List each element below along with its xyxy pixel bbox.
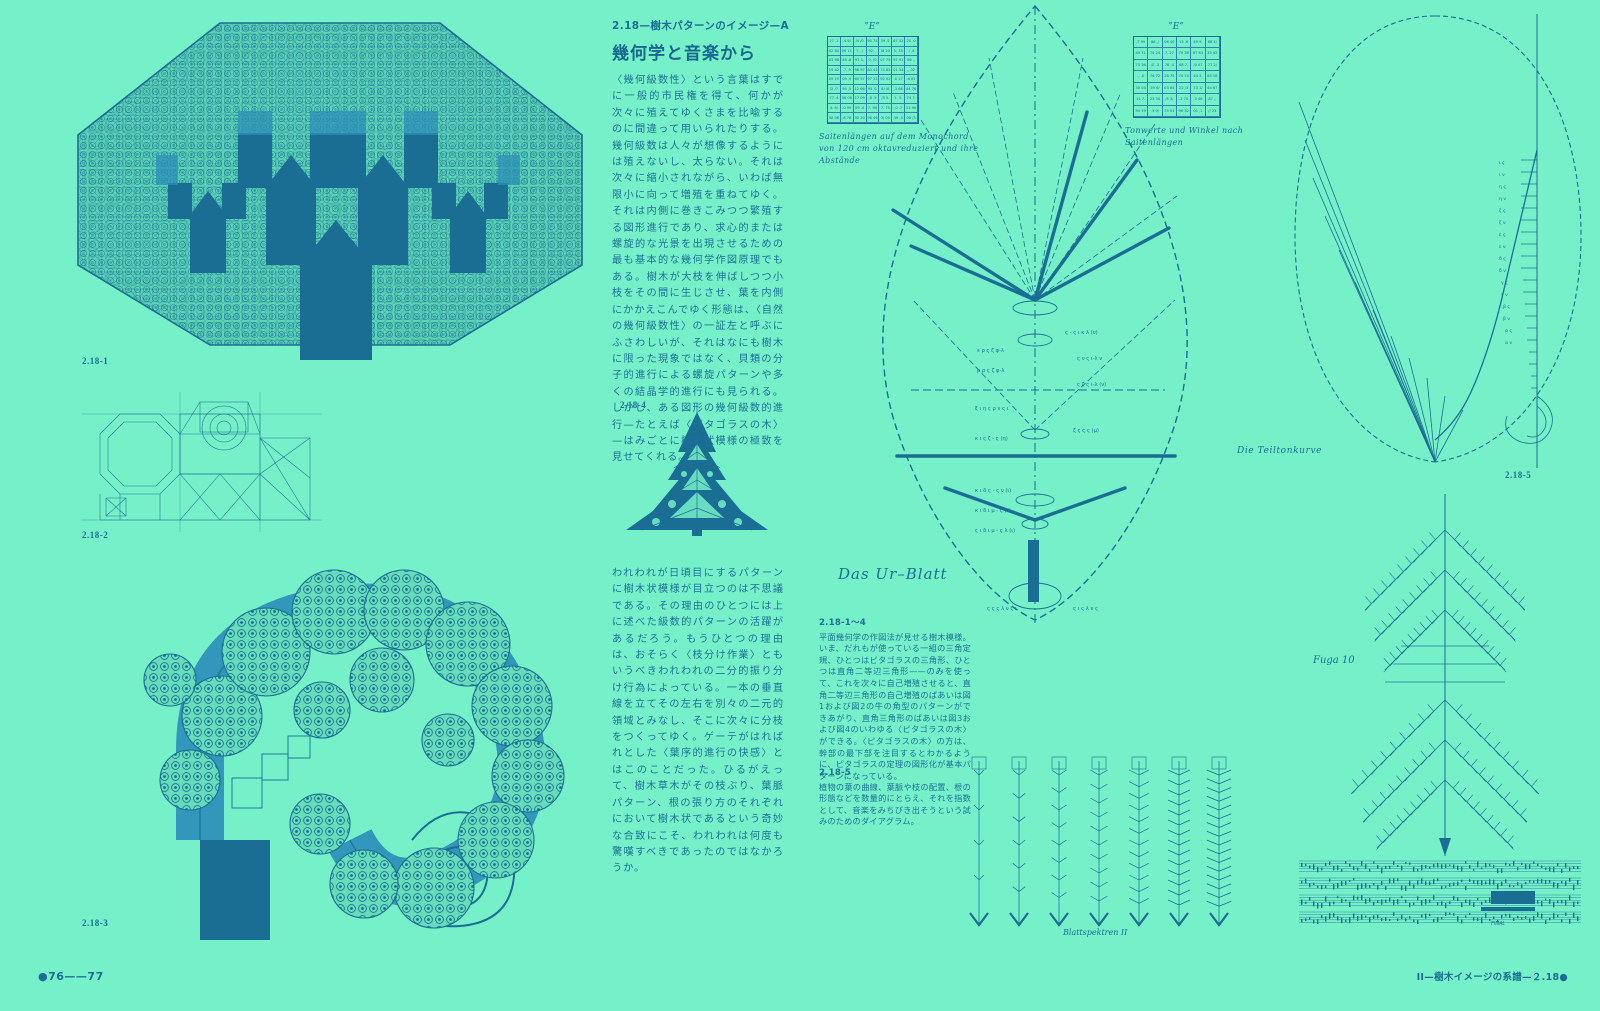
fractal-tree-octagon-svg	[70, 15, 590, 360]
svg-text:β ν: β ν	[1503, 316, 1510, 322]
caption-2-18-1-4-text: 平面幾何学の作図法が見せる樹木模様。いま、だれもが使っている一組の三角定規、ひと…	[819, 632, 971, 781]
page-folio: ●76——77	[38, 970, 104, 983]
article-kicker: 2.18—樹木パターンのイメージ—A	[612, 18, 792, 33]
teiltonkurve-svg: ι ς ι ν η ς η ν ζ ς ζ ν ε ς ε ν δ ς δ ν γ ς γ …	[1285, 10, 1585, 470]
svg-text:κ ι δ ς ‑ ς ν (ι): κ ι δ ς ‑ ς ν (ι)	[975, 488, 1011, 494]
leaf-geometry-svg: ε ρ ς ζ φ‑λ μ ρ ς ζ φ‑λ ξ ι η ς ρ ν ς ι …	[825, 0, 1245, 630]
figure-2-18-2	[82, 392, 322, 532]
svg-text:FINAL: FINAL	[1491, 921, 1506, 927]
svg-text:η ν: η ν	[1499, 197, 1506, 202]
svg-text:(ω): (ω)	[1021, 292, 1029, 298]
svg-text:η ς: η ς	[1499, 185, 1506, 190]
fishbone-svg	[1305, 490, 1575, 860]
left-page: 2.18-1	[0, 0, 805, 1011]
blattspektren-diagram	[965, 755, 1255, 935]
svg-text:ζ ν: ζ ν	[1499, 220, 1506, 226]
music-score-strip: FINAL	[1295, 855, 1585, 930]
figure-2-18-3	[82, 540, 602, 940]
ur-blatt-label: Das Ur–Blatt	[838, 565, 948, 583]
svg-text:ε ν: ε ν	[1499, 245, 1506, 250]
svg-text:ς ι ς λ ν ς: ς ι ς λ ν ς	[1073, 606, 1098, 612]
svg-text:ζ ς: ζ ς	[1499, 208, 1506, 214]
svg-text:ξ ι η ς ρ ν ς ι: ξ ι η ς ρ ν ς ι	[975, 406, 1009, 412]
svg-text:δ ν: δ ν	[1499, 268, 1506, 274]
fuga-label: Fuga 10	[1313, 655, 1355, 666]
svg-text:ζ ς ς ς (μ): ζ ς ς ς (μ)	[1073, 428, 1099, 434]
svg-text:ς ζ ς ι‑λ (ν): ς ζ ς ι‑λ (ν)	[1077, 382, 1106, 388]
blattspektren-svg	[965, 755, 1255, 935]
teiltonkurve-diagram: ι ς ι ν η ς η ν ζ ς ζ ν ε ς ε ν δ ς δ ν γ ς γ …	[1285, 10, 1585, 470]
figure-2-18-2-label: 2.18-2	[82, 530, 108, 540]
svg-text:ς ‑ ς ι κ λ (ν): ς ‑ ς ι κ λ (ν)	[1065, 330, 1098, 336]
svg-text:ε ς: ε ς	[1499, 233, 1506, 238]
svg-text:ς ν ς ι‑λ ν: ς ν ς ι‑λ ν	[1077, 356, 1102, 362]
spiral-fractal-tree-svg	[82, 540, 602, 940]
teiltonkurve-label: Die Teiltonkurve	[1237, 446, 1322, 456]
svg-text:δ ς: δ ς	[1499, 256, 1506, 262]
score-svg: FINAL	[1295, 855, 1585, 930]
construction-lines-svg	[82, 392, 322, 532]
page-footer: II—樹木イメージの系譜—２.18●	[1417, 969, 1568, 983]
body-paragraph-2: われわれが日頃目にするパターンに樹木状模様が目立つのは不思議である。その理由のひ…	[612, 566, 784, 878]
svg-text:γ ν: γ ν	[1501, 293, 1508, 298]
svg-text:γ ς: γ ς	[1501, 281, 1508, 286]
folio-number: 76——77	[48, 970, 104, 983]
folio-bullet-icon: ●	[38, 970, 48, 983]
svg-text:ι ν: ι ν	[1499, 173, 1505, 178]
svg-text:ς ι δ ι μ ‑ ς λ (ι): ς ι δ ι μ ‑ ς λ (ι)	[975, 528, 1015, 534]
svg-text:α ν: α ν	[1505, 341, 1512, 346]
caption-2-18-5-number: 2.18-5	[819, 768, 971, 780]
right-page: ”E” 27 ,1.4 9//4 /095 7459 /167 3220 .00…	[805, 0, 1600, 1011]
svg-text:ε ρ ς ζ φ‑λ: ε ρ ς ζ φ‑λ	[977, 348, 1004, 354]
svg-text:κ ι ς ζ ‑ ς (η): κ ι ς ζ ‑ ς (η)	[975, 436, 1008, 442]
svg-text:ι ς: ι ς	[1499, 161, 1505, 166]
page-title: 幾何学と音楽から	[612, 39, 792, 64]
figure-2-18-1-label: 2.18-1	[82, 356, 108, 366]
svg-text:β ς: β ς	[1503, 304, 1510, 310]
svg-text:κ ι δ ι μ ‑ ς (ι): κ ι δ ι μ ‑ ς (ι)	[975, 508, 1010, 514]
svg-text:μ ρ ς ζ φ‑λ: μ ρ ς ζ φ‑λ	[977, 368, 1004, 374]
body-paragraph-1: 〈幾何級数性〉という言葉はすでに一般的市民権を得て、何かが次々に殖えてゆくさまを…	[612, 73, 784, 467]
figure-2-18-5-label: 2.18-5	[1505, 470, 1531, 480]
fuga-fishbone-diagram	[1305, 490, 1575, 860]
blattspektren-label: Blattspektren II	[1063, 928, 1127, 937]
ur-blatt-diagram: ε ρ ς ζ φ‑λ μ ρ ς ζ φ‑λ ξ ι η ς ρ ν ς ι …	[825, 0, 1245, 630]
caption-2-18-1-4-number: 2.18-1～4	[819, 618, 971, 630]
caption-2-18-5: 2.18-5 植物の葉の曲線、葉脈や枝の配置、根の形態などを数量的にとらえ、それ…	[819, 768, 971, 828]
article-text-column: 2.18—樹木パターンのイメージ—A 幾何学と音楽から 〈幾何級数性〉という言葉…	[612, 18, 792, 978]
caption-2-18-5-text: 植物の葉の曲線、葉脈や枝の配置、根の形態などを数量的にとらえ、それを指数として、…	[819, 782, 971, 827]
caption-2-18-1-4: 2.18-1～4 平面幾何学の作図法が見せる樹木模様。いま、だれもが使っている一…	[819, 618, 971, 782]
svg-text:α ς: α ς	[1505, 329, 1512, 334]
figure-2-18-3-label: 2.18-3	[82, 918, 108, 928]
svg-text:ς ς ς λ ν ς ι: ς ς ς λ ν ς ι	[987, 606, 1017, 612]
figure-2-18-1	[70, 15, 590, 360]
